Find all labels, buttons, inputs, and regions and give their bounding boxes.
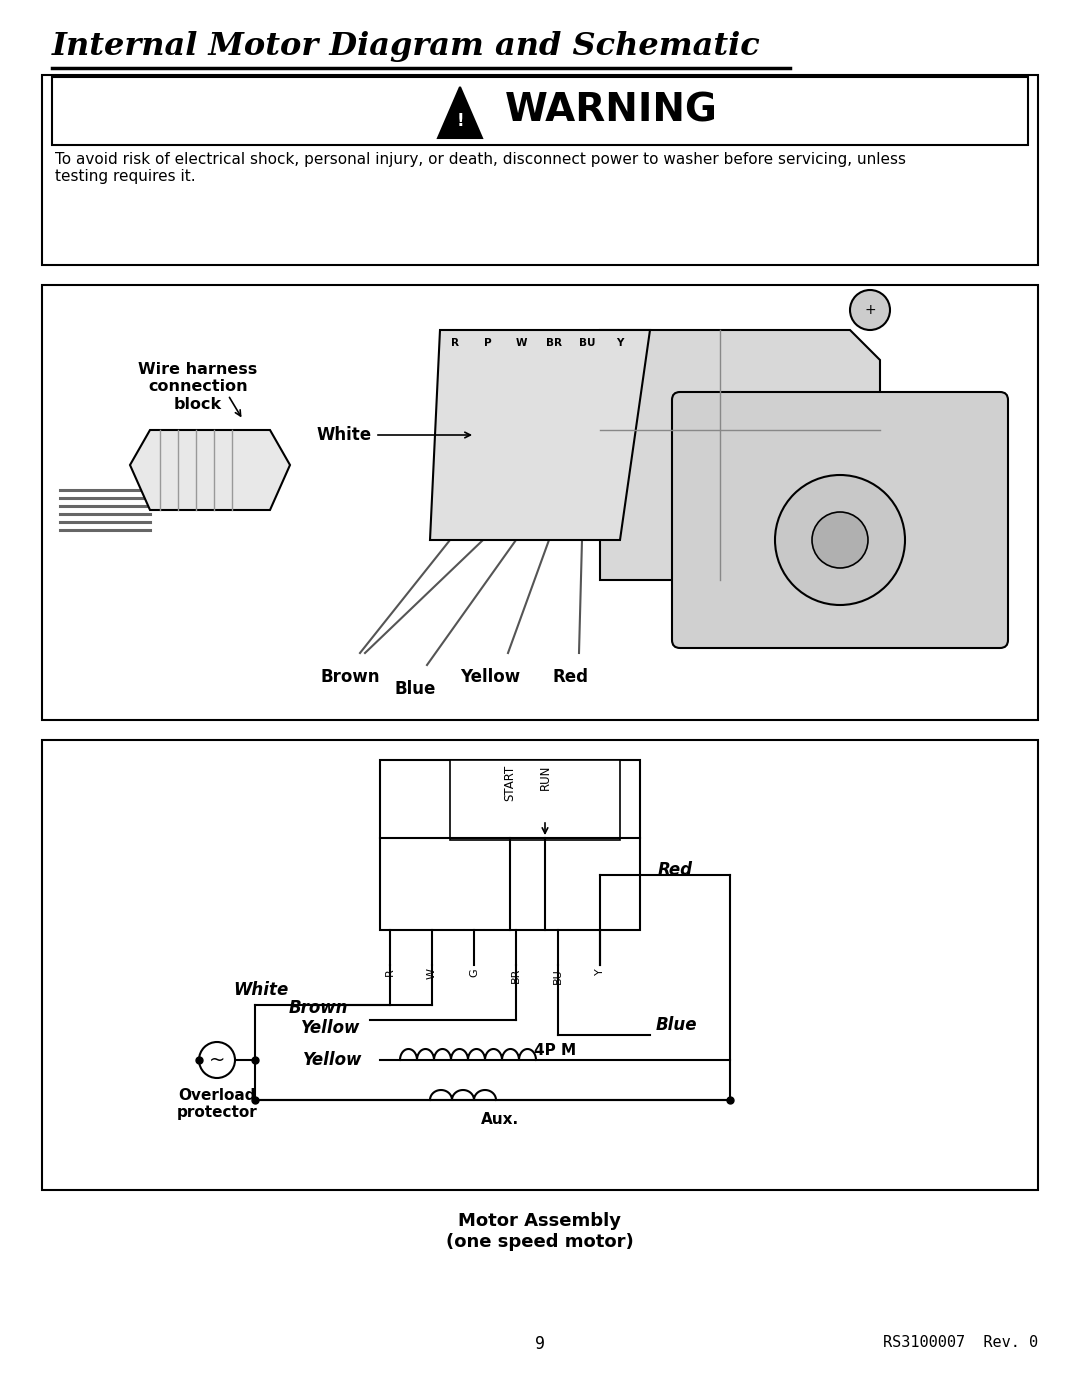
Text: Brown: Brown <box>288 999 348 1017</box>
Text: START: START <box>503 766 516 802</box>
Circle shape <box>850 291 890 330</box>
Text: Aux.: Aux. <box>481 1112 519 1127</box>
Text: W: W <box>515 338 527 348</box>
Text: Internal Motor Diagram and Schematic: Internal Motor Diagram and Schematic <box>52 31 760 61</box>
Circle shape <box>199 1042 235 1078</box>
Polygon shape <box>430 330 650 541</box>
FancyBboxPatch shape <box>672 393 1008 648</box>
Text: RUN: RUN <box>539 766 552 791</box>
Text: Blue: Blue <box>656 1016 698 1034</box>
Text: Blue: Blue <box>394 680 435 698</box>
FancyBboxPatch shape <box>52 77 1028 145</box>
Text: BU: BU <box>579 338 595 348</box>
Text: BR: BR <box>511 968 521 983</box>
Text: Red: Red <box>658 861 693 879</box>
Text: WARNING: WARNING <box>505 92 718 130</box>
Text: Motor Assembly
(one speed motor): Motor Assembly (one speed motor) <box>446 1213 634 1250</box>
Text: G: G <box>469 968 480 977</box>
Text: Overload
protector: Overload protector <box>177 1088 257 1120</box>
Circle shape <box>775 475 905 605</box>
Text: White: White <box>233 981 288 999</box>
Text: 4P M: 4P M <box>534 1044 576 1058</box>
Text: W: W <box>427 968 437 979</box>
Text: R: R <box>451 338 459 348</box>
Text: 9: 9 <box>535 1336 545 1354</box>
Polygon shape <box>600 330 880 580</box>
Text: +: + <box>864 303 876 317</box>
Polygon shape <box>130 430 291 510</box>
Text: BR: BR <box>546 338 562 348</box>
Text: BU: BU <box>553 968 563 983</box>
FancyBboxPatch shape <box>42 285 1038 719</box>
Text: Yellow: Yellow <box>300 1018 360 1037</box>
Text: R: R <box>384 968 395 975</box>
FancyBboxPatch shape <box>42 75 1038 265</box>
Text: RS3100007  Rev. 0: RS3100007 Rev. 0 <box>882 1336 1038 1350</box>
FancyBboxPatch shape <box>42 740 1038 1190</box>
Text: !: ! <box>456 112 463 130</box>
Text: To avoid risk of electrical shock, personal injury, or death, disconnect power t: To avoid risk of electrical shock, perso… <box>55 152 906 184</box>
Text: Wire harness
connection
block: Wire harness connection block <box>138 362 258 412</box>
Polygon shape <box>438 87 482 138</box>
FancyBboxPatch shape <box>380 760 640 930</box>
Text: Yellow: Yellow <box>302 1051 362 1069</box>
Text: ~: ~ <box>208 1051 226 1070</box>
FancyBboxPatch shape <box>450 760 620 840</box>
Text: Yellow: Yellow <box>460 668 521 686</box>
Circle shape <box>812 511 868 569</box>
Text: White: White <box>316 426 372 444</box>
Text: Y: Y <box>595 968 605 975</box>
Text: P: P <box>484 338 491 348</box>
Text: Red: Red <box>552 668 588 686</box>
Text: Brown: Brown <box>321 668 380 686</box>
Text: Y: Y <box>617 338 623 348</box>
